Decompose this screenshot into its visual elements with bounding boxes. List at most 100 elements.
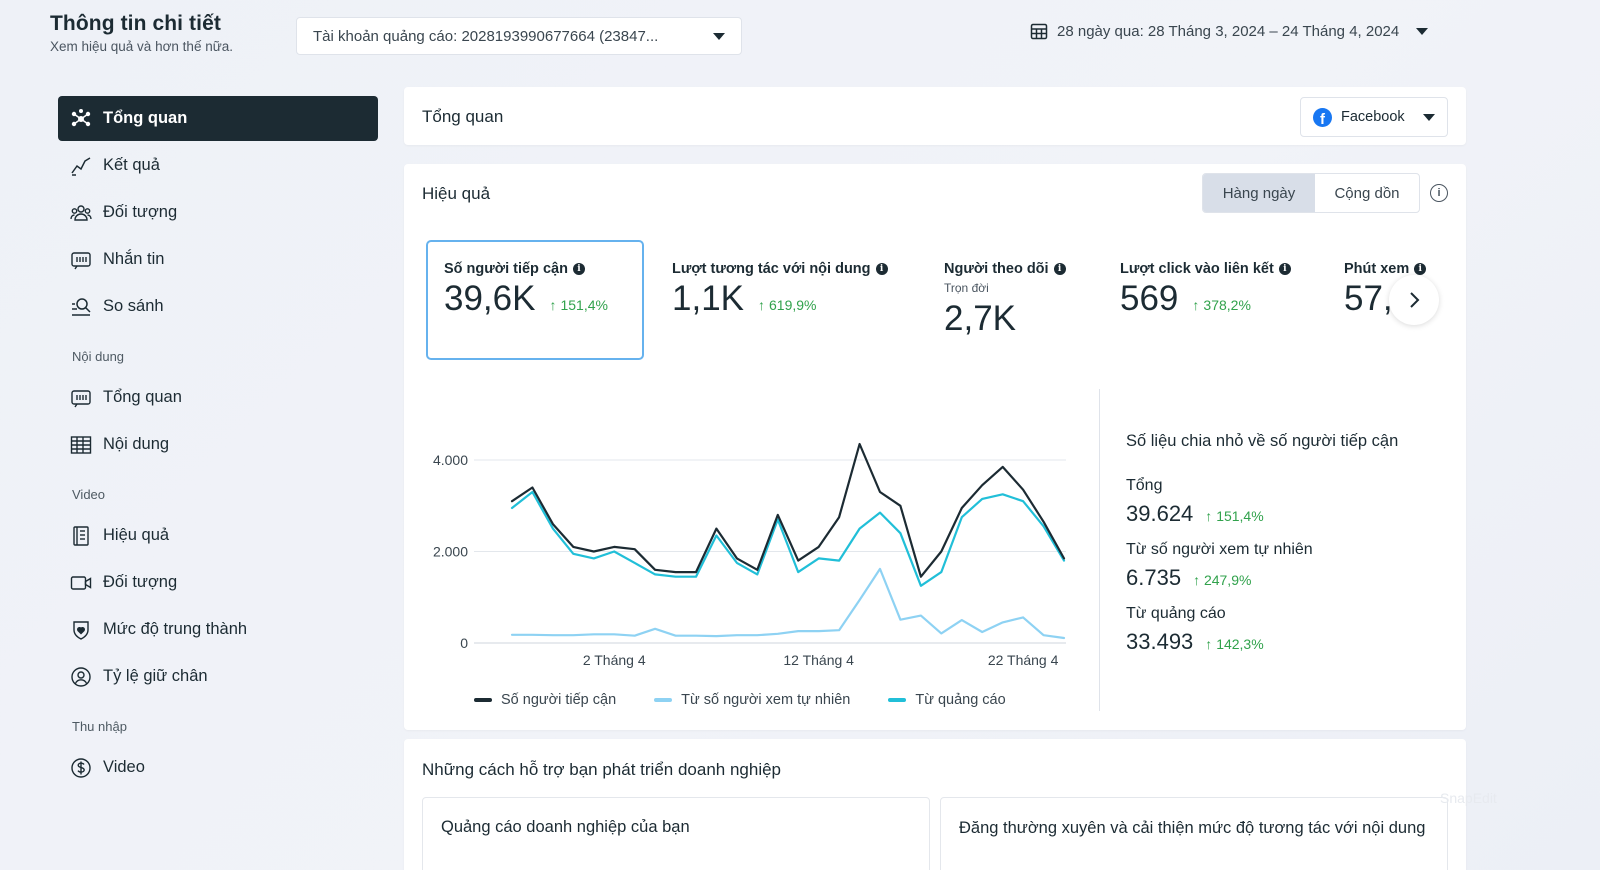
metric-change: 619,9% [769,297,817,313]
breakdown-row-ads: Từ quảng cáo 33.493 ↑ 142,3% [1126,605,1446,655]
audience-icon [70,204,92,221]
date-range-select[interactable]: 28 ngày qua: 28 Tháng 3, 2024 – 24 Tháng… [1030,22,1429,40]
content-overview-icon [71,389,91,407]
sidebar-item-results[interactable]: Kết quả [58,143,378,188]
info-icon[interactable]: i [1278,263,1291,275]
info-icon[interactable]: i [1053,263,1066,275]
performance-title: Hiệu quả [422,184,491,203]
metric-value: 57, [1344,279,1393,318]
sidebar-item-content[interactable]: Nội dung [58,422,378,467]
section-video-label: Video [72,486,106,502]
metric-minutes-viewed[interactable]: Phút xem i 57, [1344,240,1444,360]
legend-swatch [654,698,673,702]
sidebar-item-video-performance[interactable]: Hiệu quả [58,513,378,558]
growth-card-posting[interactable]: Đăng thường xuyên và cải thiện mức độ tư… [940,797,1448,870]
sidebar-item-income-video[interactable]: Video [58,745,378,790]
metric-link-clicks[interactable]: Lượt click vào liên kết i 569 ↑ 378,2% [1120,240,1291,360]
breakdown-value: 33.493 [1126,629,1194,654]
arrow-up-icon: ↑ [549,297,557,313]
y-tick-label: 2.000 [433,544,468,560]
sidebar-item-messaging[interactable]: Nhắn tin [58,237,378,282]
overview-title: Tổng quan [422,107,504,126]
legend-swatch [474,698,492,702]
sidebar-item-loyalty[interactable]: Mức độ trung thành [58,607,378,652]
next-metrics-button[interactable] [1389,275,1439,325]
growth-card-ads[interactable]: Quảng cáo doanh nghiệp của bạn [422,797,930,870]
metric-sub: Trọn đời [944,281,989,295]
ad-account-select[interactable]: Tài khoản quảng cáo: 2028193990677664 (2… [296,17,742,55]
toggle-cumulative[interactable]: Cộng dồn [1334,184,1400,202]
messaging-icon [71,251,91,269]
reach-breakdown: Số liệu chia nhỏ về số người tiếp cận Tổ… [1126,432,1446,669]
breakdown-row-total: Tổng 39.624 ↑ 151,4% [1126,477,1446,527]
legend-item-ads[interactable]: Từ quảng cáo [888,692,1006,708]
page-subtitle: Xem hiệu quả và hơn thế nữa. [50,39,234,54]
metric-engagement[interactable]: Lượt tương tác với nội dung i 1,1K ↑ 619,9% [672,240,888,360]
sidebar-item-video-audience[interactable]: Đối tượng [58,560,378,605]
retention-icon [71,666,91,687]
metric-reach[interactable]: Số người tiếp cận i 39,6K ↑ 151,4% [426,240,644,360]
sidebar-item-label: Đối tượng [103,203,178,221]
metric-label: Lượt tương tác với nội dung [672,261,871,277]
sidebar-item-content-overview[interactable]: Tổng quan [58,375,378,420]
info-icon[interactable]: i [1414,263,1427,275]
chevron-right-icon [1410,292,1420,308]
growth-title: Những cách hỗ trợ bạn phát triển doanh n… [422,760,782,779]
sidebar-item-label: Hiệu quả [103,526,170,544]
sidebar-item-audience[interactable]: Đối tượng [58,190,378,235]
x-tick-label: 22 Tháng 4 [988,652,1059,668]
section-content-label: Nội dung [72,348,125,364]
overview-panel: Tổng quan f Facebook [404,87,1466,145]
metric-change: 378,2% [1203,297,1251,313]
breakdown-row-organic: Từ số người xem tự nhiên 6.735 ↑ 247,9% [1126,541,1446,591]
sidebar-item-label: Đối tượng [103,573,178,591]
arrow-up-icon: ↑ [1205,508,1213,524]
date-range-value: 28 ngày qua: 28 Tháng 3, 2024 – 24 Tháng… [1057,22,1400,40]
section-income-label: Thu nhập [72,718,127,734]
sidebar-item-label: So sánh [103,297,164,315]
metric-label: Số người tiếp cận [444,261,568,277]
info-icon[interactable]: i [875,263,888,275]
platform-select[interactable]: f Facebook [1300,97,1448,137]
sidebar-item-label: Mức độ trung thành [103,620,248,638]
breakdown-value: 6.735 [1126,565,1182,590]
legend-item-reach[interactable]: Số người tiếp cận [474,692,616,708]
watermark: SnapEdit [1440,790,1497,806]
sidebar-item-label: Nhắn tin [103,250,165,268]
compare-search-icon [72,297,91,316]
y-tick-label: 4.000 [433,452,468,468]
sidebar-item-compare[interactable]: So sánh [58,284,378,329]
chart-legend: Số người tiếp cận Từ số người xem tự nhi… [474,692,1006,708]
arrow-up-icon: ↑ [1193,572,1201,588]
legend-item-organic[interactable]: Từ số người xem tự nhiên [654,692,850,708]
chevron-down-icon [1423,113,1435,121]
metric-value: 2,7K [944,299,1016,338]
calendar-icon [1030,23,1048,40]
sidebar-item-retention[interactable]: Tỷ lệ giữ chân [58,654,378,699]
chevron-down-icon [713,32,725,40]
results-chart-icon [71,156,91,176]
toggle-daily[interactable]: Hàng ngày [1203,174,1315,212]
reach-line-chart: 4.000 2.000 0 2 Tháng 4 12 Tháng 4 22 Tháng 4 [433,442,1066,668]
metric-value: 39,6K [444,279,536,318]
metric-followers[interactable]: Người theo dõi i Trọn đời 2,7K [944,240,1066,360]
series-line-1 [510,567,1066,640]
metric-label: Lượt click vào liên kết [1120,261,1274,277]
breakdown-label: Từ số người xem tự nhiên [1126,541,1313,558]
arrow-up-icon: ↑ [758,297,765,313]
arrow-up-icon: ↑ [1205,636,1213,652]
view-toggle: Hàng ngày Cộng dồn [1202,173,1420,213]
performance-panel: Hiệu quả Hàng ngày Cộng dồn i Số người t… [404,164,1466,730]
legend-label: Từ số người xem tự nhiên [681,692,851,708]
breakdown-change: 142,3% [1216,636,1264,652]
sidebar-item-label: Tỷ lệ giữ chân [103,667,208,685]
performance-icon [73,525,89,546]
info-icon[interactable]: i [572,263,585,275]
info-icon[interactable]: i [1430,184,1448,202]
platform-value: Facebook [1341,109,1405,125]
series-line-2 [510,490,1066,587]
sidebar-item-overview[interactable]: Tổng quan [58,96,378,141]
breakdown-title: Số liệu chia nhỏ về số người tiếp cận [1126,432,1399,450]
sidebar-item-label: Nội dung [103,435,170,453]
metric-label: Phút xem [1344,261,1410,277]
